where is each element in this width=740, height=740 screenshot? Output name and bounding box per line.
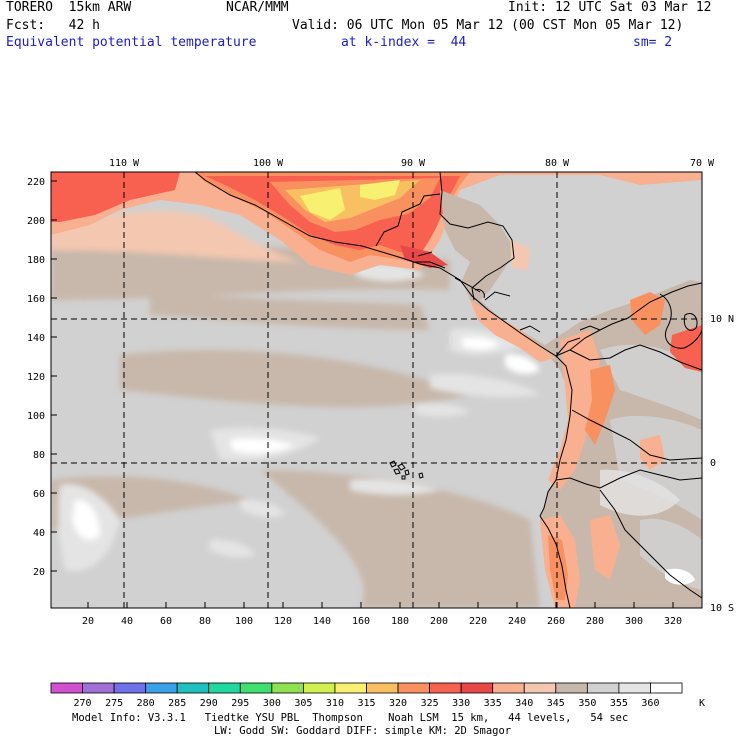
legend-label: 340 bbox=[515, 698, 533, 709]
x-tick-label: 100 bbox=[235, 616, 253, 627]
legend-swatch bbox=[523, 682, 557, 694]
legend-label: 315 bbox=[357, 698, 375, 709]
color-legend bbox=[50, 682, 683, 694]
graticule bbox=[51, 172, 702, 608]
legend-label: 345 bbox=[547, 698, 565, 709]
legend-label: 310 bbox=[326, 698, 344, 709]
field-name: Equivalent potential temperature bbox=[6, 35, 257, 50]
legend-label: 270 bbox=[74, 698, 92, 709]
legend-swatch bbox=[555, 682, 588, 694]
legend-labels: 270 275 280 285 290 295 300 305 310 315 320 325 330 3… bbox=[74, 698, 660, 709]
ocean-light-patches bbox=[57, 263, 540, 571]
x-tick-label: 140 bbox=[313, 616, 331, 627]
y-tick-label: 60 bbox=[33, 489, 45, 500]
legend-label: 355 bbox=[610, 698, 628, 709]
y-tick-label: 200 bbox=[27, 216, 45, 227]
legend-label: 290 bbox=[200, 698, 218, 709]
legend-swatch bbox=[271, 682, 304, 694]
legend-label: 330 bbox=[452, 698, 470, 709]
legend-label: 305 bbox=[294, 698, 312, 709]
legend-swatch bbox=[366, 682, 399, 694]
center-name: NCAR/MMM bbox=[226, 0, 289, 15]
lon-label: 90 W bbox=[401, 158, 426, 169]
lat-label: 10 S bbox=[710, 603, 734, 614]
lon-label: 80 W bbox=[545, 158, 570, 169]
level-label: at k-index = 44 bbox=[341, 35, 467, 50]
legend-label: 275 bbox=[105, 698, 123, 709]
lat-label: 10 N bbox=[710, 314, 734, 325]
y-tick-label: 100 bbox=[27, 411, 45, 422]
y-tick-label: 220 bbox=[27, 177, 45, 188]
coastlines bbox=[194, 172, 702, 608]
smoothing-label: sm= 2 bbox=[633, 35, 673, 50]
lon-label: 110 W bbox=[109, 158, 140, 169]
warm-region-north bbox=[51, 172, 702, 275]
init-time: Init: 12 UTC Sat 03 Mar 12 bbox=[508, 0, 712, 15]
legend-swatch bbox=[82, 682, 115, 694]
legend-label: 320 bbox=[389, 698, 407, 709]
legend-swatch bbox=[239, 682, 273, 694]
legend-label: 325 bbox=[421, 698, 439, 709]
legend-swatch bbox=[334, 682, 367, 694]
x-tick-label: 180 bbox=[391, 616, 409, 627]
y-tick-label: 80 bbox=[33, 450, 45, 461]
legend-swatch bbox=[145, 682, 178, 694]
legend-label: 360 bbox=[641, 698, 659, 709]
legend-swatch bbox=[586, 682, 620, 694]
x-tick-label: 220 bbox=[469, 616, 487, 627]
y-tick-label: 120 bbox=[27, 372, 45, 383]
y-tick-label: 140 bbox=[27, 333, 45, 344]
legend-swatch bbox=[650, 682, 683, 694]
axis-labels: 110 W 100 W 90 W 80 W 70 W 10 N 0 10 S 2… bbox=[27, 158, 734, 627]
legend-swatch bbox=[176, 682, 210, 694]
y-tick-label: 160 bbox=[27, 294, 45, 305]
legend-label: 285 bbox=[168, 698, 186, 709]
model-name: TORERO 15km ARW bbox=[6, 0, 132, 15]
lon-label: 70 W bbox=[690, 158, 715, 169]
valid-time: Valid: 06 UTC Mon 05 Mar 12 (00 CST Mon … bbox=[292, 18, 684, 33]
map-field bbox=[51, 172, 702, 608]
plot-frame bbox=[50, 171, 703, 609]
x-tick-label: 260 bbox=[547, 616, 565, 627]
legend-label: 295 bbox=[231, 698, 249, 709]
legend-swatch bbox=[50, 682, 83, 694]
forecast-hour: Fcst: 42 h bbox=[6, 18, 100, 33]
legend-swatch bbox=[429, 682, 462, 694]
x-tick-label: 120 bbox=[274, 616, 292, 627]
legend-label: 350 bbox=[578, 698, 596, 709]
legend-swatch bbox=[460, 682, 494, 694]
x-tick-label: 300 bbox=[625, 616, 643, 627]
galapagos-islands bbox=[389, 460, 424, 480]
y-tick-label: 20 bbox=[33, 567, 45, 578]
x-tick-label: 20 bbox=[82, 616, 94, 627]
legend-label: 280 bbox=[137, 698, 155, 709]
legend-swatch bbox=[113, 682, 147, 694]
legend-label: 300 bbox=[263, 698, 281, 709]
lat-label: 0 bbox=[710, 458, 716, 469]
axis-ticks bbox=[51, 180, 674, 608]
model-info-line2: LW: Godd SW: Goddard DIFF: simple KM: 2D… bbox=[214, 725, 512, 737]
legend-swatch bbox=[492, 682, 525, 694]
x-tick-label: 160 bbox=[352, 616, 370, 627]
legend-swatch bbox=[397, 682, 430, 694]
x-tick-label: 240 bbox=[508, 616, 526, 627]
legend-swatch bbox=[208, 682, 241, 694]
y-tick-label: 180 bbox=[27, 255, 45, 266]
lon-label: 100 W bbox=[253, 158, 284, 169]
x-tick-label: 280 bbox=[586, 616, 604, 627]
legend-label: 335 bbox=[484, 698, 502, 709]
model-info-line1: Model Info: V3.3.1 Tiedtke YSU PBL Thomp… bbox=[72, 712, 629, 724]
y-tick-label: 40 bbox=[33, 528, 45, 539]
legend-swatch bbox=[618, 682, 651, 694]
x-tick-label: 200 bbox=[430, 616, 448, 627]
legend-unit: K bbox=[699, 698, 705, 709]
legend-swatch bbox=[302, 682, 336, 694]
x-tick-label: 40 bbox=[121, 616, 133, 627]
x-tick-label: 60 bbox=[160, 616, 172, 627]
x-tick-label: 320 bbox=[664, 616, 682, 627]
x-tick-label: 80 bbox=[199, 616, 211, 627]
